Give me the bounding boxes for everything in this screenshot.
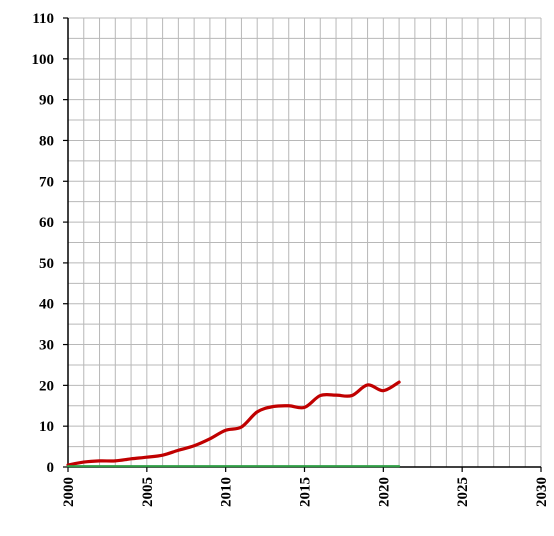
y-tick-label: 100 [32, 52, 55, 68]
series-group [66, 380, 401, 468]
x-tick-labels: 2000 2005 2010 2015 2020 2025 2030 [61, 477, 550, 507]
x-tick-label: 2005 [140, 477, 156, 507]
y-tick-label: 30 [39, 338, 54, 354]
y-tick-label: 90 [39, 93, 54, 109]
y-tick-label: 10 [39, 419, 54, 435]
x-tick-label: 2020 [376, 477, 392, 507]
x-tick-label: 2025 [455, 477, 471, 507]
x-tick-label: 2010 [219, 477, 235, 507]
grid [68, 17, 542, 467]
series-line-1 [66, 380, 401, 467]
y-tick-label: 70 [39, 174, 54, 190]
y-tick-label: 40 [39, 297, 54, 313]
y-tick-label: 50 [39, 256, 54, 272]
x-tick-label: 2015 [298, 477, 314, 507]
y-tick-label: 60 [39, 215, 54, 231]
y-tick-labels: 0 10 20 30 40 50 60 70 80 90 100 110 [32, 11, 55, 476]
x-tick-label: 2030 [534, 477, 550, 507]
y-tick-label: 20 [39, 378, 54, 394]
x-tick-label: 2000 [61, 477, 77, 507]
y-tick-label: 0 [47, 460, 55, 476]
y-tick-label: 80 [39, 133, 54, 149]
y-tick-label: 110 [32, 11, 54, 27]
axes [63, 17, 542, 472]
